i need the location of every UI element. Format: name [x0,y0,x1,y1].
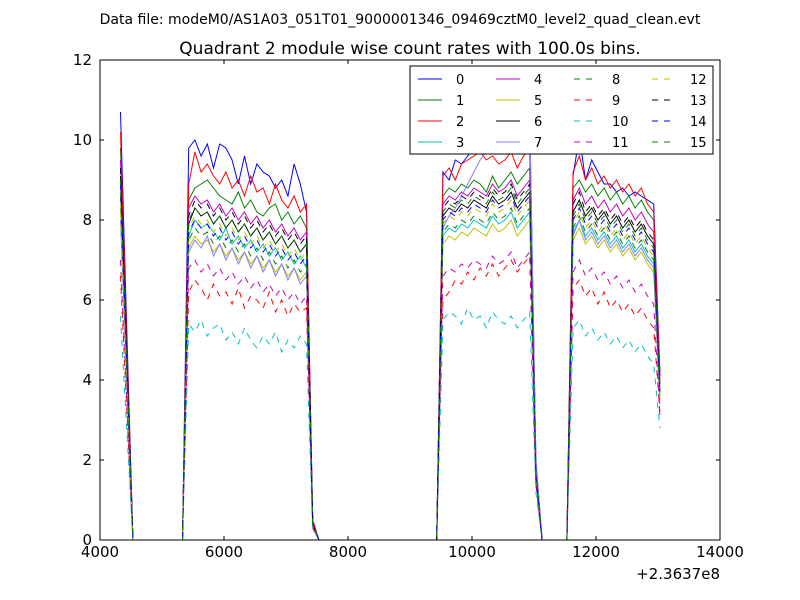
legend-label-5: 5 [534,94,542,109]
legend-label-6: 6 [534,115,542,130]
legend-label-13: 13 [690,94,707,109]
legend-label-12: 12 [690,73,707,88]
series-line-14 [120,183,661,540]
x-tick-label: 8000 [329,543,367,561]
x-tick-label: 14000 [696,543,744,561]
y-tick-label: 0 [82,531,92,549]
y-tick-label: 12 [73,51,92,69]
series-line-11 [120,250,661,540]
x-tick-label: 6000 [205,543,243,561]
chart-title: Quadrant 2 module wise count rates with … [179,39,640,59]
x-tick-label: 4000 [81,543,119,561]
legend-label-7: 7 [534,136,542,151]
legend-frame [409,65,714,155]
series-line-15 [120,179,661,540]
series-line-3 [120,191,661,540]
series-line-9 [120,254,661,540]
legend-label-2: 2 [456,115,464,130]
legend-label-11: 11 [612,136,629,151]
series-line-5 [120,203,661,540]
legend-label-1: 1 [456,94,464,109]
series-line-2 [120,131,661,540]
x-offset-label: +2.3637e8 [636,565,720,583]
chart-suptitle: Data file: modeM0/AS1A03_051T01_90000013… [100,12,701,28]
y-tick-label: 8 [82,211,92,229]
x-tick-label: 12000 [572,543,620,561]
y-tick-label: 4 [82,371,92,389]
legend-label-15: 15 [690,136,707,151]
legend-label-9: 9 [612,94,620,109]
x-tick-label: 10000 [448,543,496,561]
series-layer [120,111,661,540]
series-line-12 [120,198,661,540]
y-tick-label: 6 [82,291,92,309]
series-line-13 [120,167,661,540]
series-line-1 [120,147,661,540]
legend-label-14: 14 [690,115,707,130]
legend-label-3: 3 [456,136,464,151]
series-line-10 [120,306,661,540]
series-line-4 [120,159,661,540]
legend-label-0: 0 [456,73,464,88]
legend-label-10: 10 [612,115,629,130]
legend-label-4: 4 [534,73,542,88]
legend-label-8: 8 [612,73,620,88]
y-tick-label: 10 [73,131,92,149]
y-tick-label: 2 [82,451,92,469]
series-line-8 [120,195,661,540]
